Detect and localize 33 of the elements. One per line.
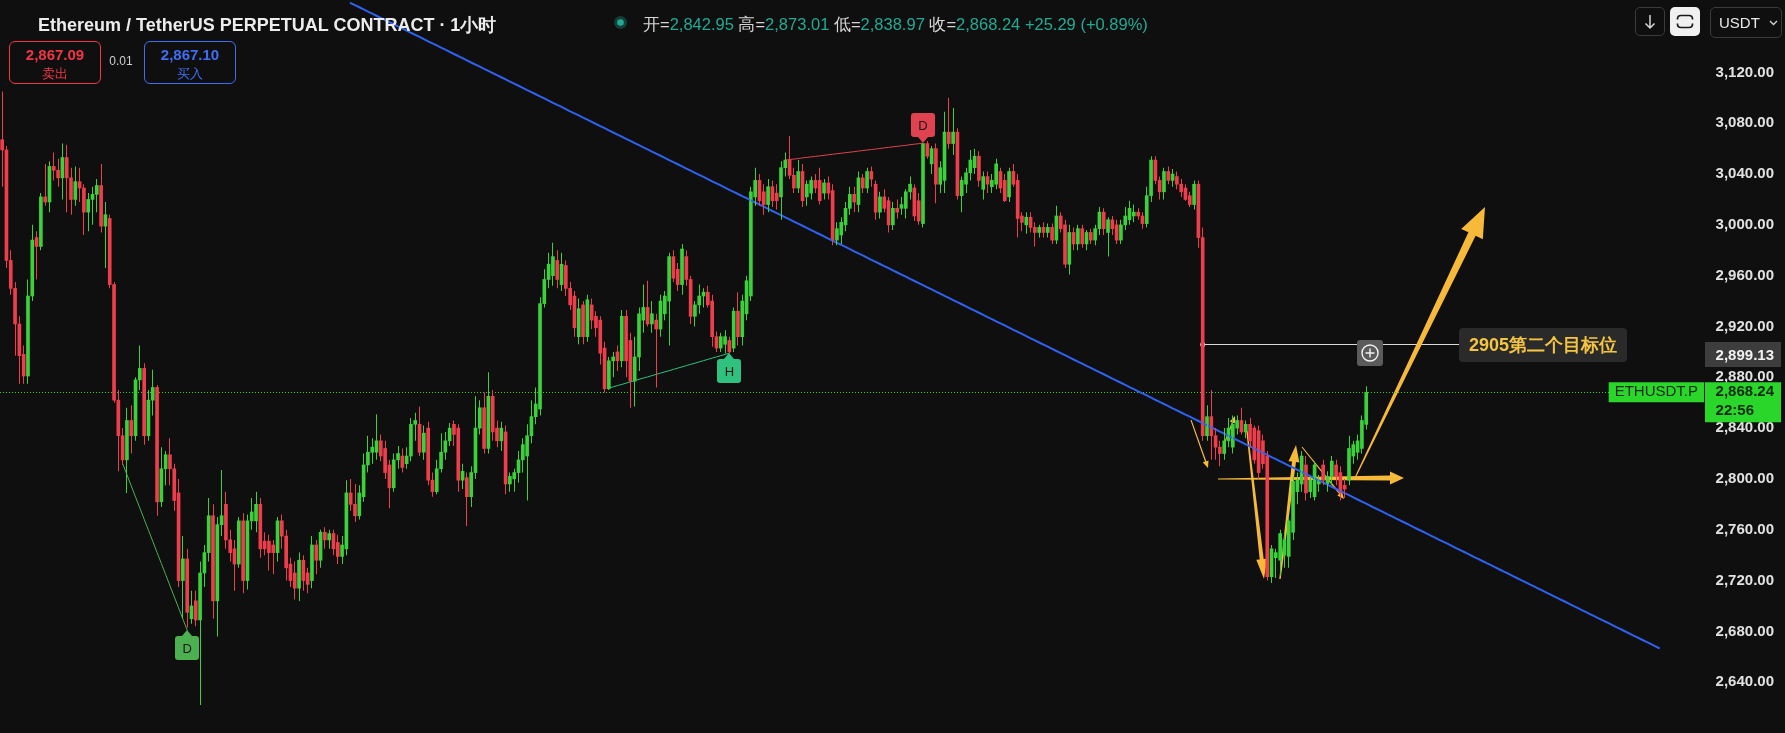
annotation: 买入 — [176, 65, 204, 83]
annotation: D — [181, 641, 193, 657]
annotation: ETHUSDT.P — [1614, 382, 1698, 400]
y-tick-label: 3,000.00 — [1715, 215, 1774, 232]
annotation: 2,867.10 — [159, 46, 221, 63]
text: 开=2,842.95 高=2,873.01 低=2,838.97 收=2,868.24 +25.29 (+0.89%) — [643, 15, 1148, 33]
annotation: 卖出 — [41, 65, 69, 83]
candlestick — [51, 152, 56, 181]
ref-line-label: 2,868.24 — [1715, 382, 1775, 400]
y-tick-label: 2,840.00 — [1715, 418, 1774, 436]
annotation: 2905第二个目标位 — [1459, 327, 1628, 362]
y-tick-label: 2,960.00 — [1715, 265, 1774, 283]
text: 2,899.13 — [1705, 342, 1781, 367]
y-tick-label: 3,040.00 — [1715, 164, 1774, 182]
sell-button: 2,867.09 卖出 — [9, 41, 101, 84]
y-tick-label: 2,880.00 — [1715, 367, 1774, 385]
y-tick-label: 2,800.00 — [1715, 469, 1774, 487]
y-tick-label: 2,760.00 — [1715, 519, 1774, 537]
annotation: D — [917, 118, 929, 134]
currency-dropdown: USDT — [1710, 7, 1782, 38]
y-tick-label: 2,720.00 — [1715, 570, 1774, 588]
y-tick-label: 2,680.00 — [1715, 621, 1774, 639]
text: 22:56 — [1715, 401, 1754, 419]
y-tick-label: 3,080.00 — [1715, 113, 1774, 131]
annotation: 0.01 — [109, 54, 133, 68]
annotation: H — [723, 364, 736, 380]
annotation: 2,867.09 — [24, 46, 86, 63]
candlestick — [723, 330, 727, 354]
buy-button: 2,867.10 买入 — [144, 41, 236, 84]
candlestick — [1175, 171, 1179, 190]
y-tick-label: 2,920.00 — [1715, 316, 1774, 334]
y-tick-label: 2,640.00 — [1715, 672, 1774, 690]
y-tick-label: 3,120.00 — [1715, 62, 1774, 80]
